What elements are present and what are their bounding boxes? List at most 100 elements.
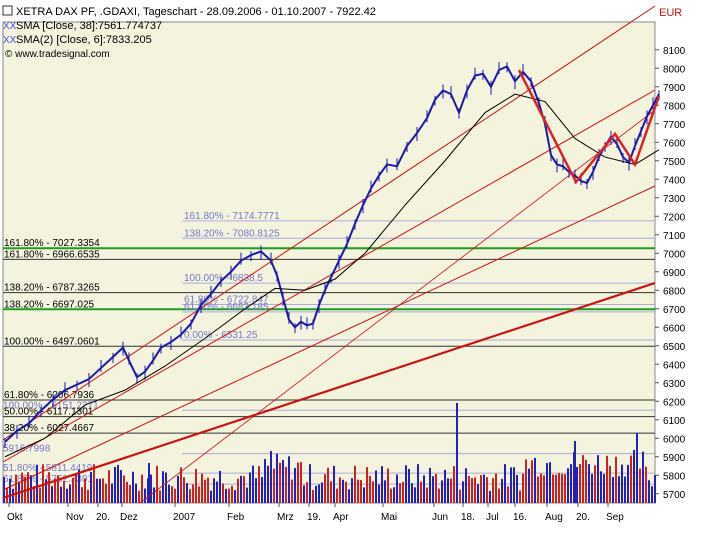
volume-bar	[552, 474, 554, 503]
volume-bar	[72, 477, 74, 503]
volume-bar	[525, 459, 527, 503]
volume-bar	[258, 466, 260, 503]
y-tick-label: 7400	[663, 175, 686, 186]
y-tick-label: 6200	[663, 397, 686, 408]
y-tick-label: 8000	[663, 64, 686, 75]
y-tick-label: 6600	[663, 323, 686, 334]
y-tick-label: 8100	[663, 46, 686, 57]
volume-bar	[87, 489, 89, 503]
x-tick-label: 20.	[576, 512, 590, 523]
volume-bar	[324, 474, 326, 503]
volume-bar	[273, 468, 275, 503]
trendline	[2, 89, 656, 463]
volume-bar	[141, 474, 143, 503]
volume-bar	[39, 487, 41, 503]
volume-bar	[195, 468, 197, 503]
volume-bar	[219, 470, 221, 503]
x-tick-label: Nov	[66, 512, 84, 523]
volume-bar	[291, 479, 293, 503]
volume-bar	[15, 474, 17, 503]
fib-label: 5916.7998	[3, 444, 51, 455]
y-tick-label: 7300	[663, 194, 686, 205]
volume-bar	[516, 475, 518, 503]
volume-bar	[297, 462, 299, 503]
volume-bar	[279, 462, 281, 503]
volume-bar	[213, 478, 215, 503]
volume-bar	[339, 477, 341, 503]
volume-bar	[534, 457, 536, 503]
y-tick-label: 7900	[663, 83, 686, 94]
volume-bar	[171, 486, 173, 503]
volume-bar	[444, 469, 446, 503]
volume-bar	[408, 468, 410, 503]
volume-bar	[564, 474, 566, 503]
sma-prefix-icon[interactable]: XX	[3, 21, 17, 32]
y-tick-label: 7000	[663, 249, 686, 260]
volume-bar	[645, 466, 647, 503]
x-tick-label: 18.	[461, 512, 475, 523]
volume-bar	[477, 484, 479, 503]
volume-bar	[360, 480, 362, 503]
volume-bar	[495, 473, 497, 503]
volume-bar	[405, 465, 407, 503]
volume-bar	[465, 468, 467, 503]
fib-label: 61.80% - 6206.7936	[4, 390, 95, 401]
volume-bar	[498, 488, 500, 503]
volume-bar	[198, 486, 200, 503]
volume-bar	[537, 476, 539, 503]
x-tick-label: Mai	[381, 512, 397, 523]
volume-bar	[255, 478, 257, 503]
volume-bar	[282, 459, 284, 503]
y-tick-label: 7800	[663, 101, 686, 112]
volume-bar	[165, 472, 167, 503]
sma38-legend: SMA [Close, 38]:7561.774737	[16, 20, 162, 32]
volume-spike	[574, 441, 576, 503]
y-axis: 5700 5800 5900 6000 6100 6200 6300 6400 6500 6600…	[655, 46, 686, 501]
volume-bar	[186, 483, 188, 503]
volume-bar	[234, 490, 236, 503]
volume-bar	[63, 481, 65, 503]
volume-bar	[351, 478, 353, 503]
y-tick-label: 6300	[663, 379, 686, 390]
volume-bar	[216, 481, 218, 503]
volume-bar	[192, 484, 194, 503]
volume-bar	[390, 488, 392, 503]
volume-bar	[132, 471, 134, 503]
fib-label: 138.20% - 6697.025	[4, 299, 95, 310]
volume-bar	[321, 482, 323, 503]
volume-bar	[96, 478, 98, 503]
volume-bar	[294, 467, 296, 503]
volume-bar	[585, 459, 587, 503]
volume-bar	[90, 471, 92, 503]
volume-bar	[75, 474, 77, 503]
volume-bar	[615, 456, 617, 503]
checkbox-icon[interactable]	[2, 5, 13, 16]
y-tick-label: 7500	[663, 157, 686, 168]
volume-bar	[426, 487, 428, 503]
x-tick-label: 16.	[513, 512, 527, 523]
volume-bar	[243, 476, 245, 503]
volume-bar	[21, 472, 23, 503]
volume-bar	[450, 478, 452, 503]
volume-bar	[183, 477, 185, 503]
volume-bar	[51, 486, 53, 503]
volume-bar	[210, 490, 212, 503]
volume-bar	[483, 474, 485, 503]
volume-bar	[558, 472, 560, 503]
volume-bar	[330, 481, 332, 503]
volume-bar	[237, 478, 239, 503]
chart-header: XETRA DAX PF, .GDAXI, Tageschart - 28.09…	[2, 5, 682, 60]
x-tick-label: Dez	[120, 512, 138, 523]
sma2-prefix-icon[interactable]: XX	[3, 35, 17, 46]
currency-label: EUR	[659, 7, 682, 19]
x-tick-label: 2007	[173, 512, 196, 523]
volume-bar	[342, 479, 344, 503]
volume-bar	[285, 466, 287, 503]
x-tick-label: Jul	[486, 512, 499, 523]
volume-bar	[207, 477, 209, 503]
x-tick-label: 19.	[307, 512, 321, 523]
volume-bar	[144, 488, 146, 503]
volume-bar	[153, 487, 155, 503]
volume-bar	[453, 466, 455, 503]
